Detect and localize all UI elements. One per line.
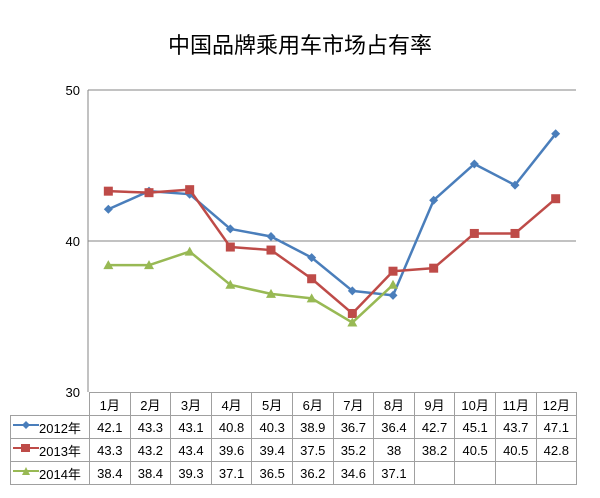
table-cell: 38.4 bbox=[129, 461, 172, 485]
category-header: 5月 bbox=[251, 392, 293, 416]
series-line-2014年 bbox=[108, 250, 394, 324]
category-header: 7月 bbox=[332, 392, 375, 416]
table-cell: 43.1 bbox=[170, 415, 212, 439]
table-cell: 38.2 bbox=[413, 438, 456, 462]
category-header: 11月 bbox=[494, 392, 537, 416]
category-header: 4月 bbox=[210, 392, 253, 416]
table-cell: 38.4 bbox=[89, 461, 131, 485]
table-row: 2013年 43.3 43.2 43.4 39.6 39.4 37.5 35.2 38 38.2 4… bbox=[10, 438, 578, 462]
table-cell: 36.7 bbox=[332, 415, 375, 439]
table-cell: 35.2 bbox=[332, 438, 375, 462]
table-row: 2012年 42.1 43.3 43.1 40.8 40.3 38.9 36.7 36.4 42.… bbox=[10, 415, 578, 439]
triangle-marker-icon bbox=[225, 279, 236, 289]
table-cell: 37.5 bbox=[291, 438, 334, 462]
category-header: 12月 bbox=[535, 392, 578, 416]
category-header: 1月 bbox=[89, 392, 131, 416]
diamond-marker-icon bbox=[103, 204, 113, 214]
category-header: 2月 bbox=[129, 392, 172, 416]
table-cell: 43.7 bbox=[494, 415, 537, 439]
table-cell: 42.1 bbox=[89, 415, 131, 439]
triangle-marker-icon bbox=[347, 317, 358, 327]
data-table: 1月 2月 3月 4月 5月 6月 7月 8月 9月 10月 11月 12月 2012年 42.1 43.3… bbox=[10, 392, 578, 485]
table-cell: 39.3 bbox=[170, 461, 212, 485]
table-cell: 34.6 bbox=[332, 461, 375, 485]
legend-label: 2012年 bbox=[10, 415, 90, 439]
square-marker-icon bbox=[388, 266, 398, 276]
triangle-marker-icon bbox=[103, 260, 114, 270]
diamond-marker-icon bbox=[388, 290, 398, 300]
y-tick-50: 50 bbox=[65, 83, 80, 98]
table-cell: 43.4 bbox=[170, 438, 212, 462]
table-cell bbox=[454, 461, 496, 485]
square-marker-icon bbox=[551, 194, 561, 204]
y-tick-40: 40 bbox=[65, 234, 80, 249]
table-cell: 36.4 bbox=[373, 415, 415, 439]
table-cell: 42.7 bbox=[413, 415, 456, 439]
triangle-marker-icon bbox=[184, 246, 195, 256]
square-marker-icon bbox=[429, 263, 439, 273]
category-header: 3月 bbox=[170, 392, 212, 416]
table-cell: 40.3 bbox=[251, 415, 293, 439]
table-cell: 39.6 bbox=[210, 438, 253, 462]
table-cell: 40.8 bbox=[210, 415, 253, 439]
legend-triangle-icon bbox=[13, 467, 39, 476]
triangle-marker-icon bbox=[388, 279, 398, 289]
triangle-marker-icon bbox=[266, 288, 276, 298]
table-row: 2014年 38.4 38.4 39.3 37.1 36.5 36.2 34.6 37.1 bbox=[10, 461, 578, 485]
legend-square-icon bbox=[13, 444, 39, 453]
square-marker-icon bbox=[510, 228, 520, 238]
diamond-marker-icon bbox=[225, 224, 235, 234]
square-marker-icon bbox=[347, 308, 357, 318]
category-header: 9月 bbox=[413, 392, 456, 416]
diamond-marker-icon bbox=[469, 159, 479, 169]
table-cell bbox=[535, 461, 578, 485]
table-cell: 36.2 bbox=[291, 461, 334, 485]
category-header: 10月 bbox=[454, 392, 496, 416]
triangle-marker-icon bbox=[306, 293, 317, 303]
legend-diamond-icon bbox=[13, 421, 39, 430]
table-cell: 38.9 bbox=[291, 415, 334, 439]
series-line-2012年 bbox=[107, 133, 557, 297]
table-cell: 36.5 bbox=[251, 461, 293, 485]
table-cell: 47.1 bbox=[535, 415, 578, 439]
diamond-marker-icon bbox=[551, 129, 561, 139]
square-marker-icon bbox=[469, 228, 479, 238]
table-cell: 37.1 bbox=[210, 461, 253, 485]
table-corner bbox=[10, 392, 90, 416]
table-cell: 39.4 bbox=[251, 438, 293, 462]
table-cell: 43.2 bbox=[129, 438, 172, 462]
diamond-marker-icon bbox=[510, 180, 520, 190]
table-cell: 40.5 bbox=[494, 438, 537, 462]
square-marker-icon bbox=[185, 185, 195, 195]
table-cell: 43.3 bbox=[89, 438, 131, 462]
diamond-marker-icon bbox=[347, 286, 357, 296]
chart-title: 中国品牌乘用车市场占有率 bbox=[167, 34, 432, 59]
series-line-2013年 bbox=[108, 188, 557, 315]
table-cell: 43.3 bbox=[129, 415, 172, 439]
legend-label: 2014年 bbox=[10, 461, 90, 485]
square-marker-icon bbox=[225, 242, 235, 252]
table-cell: 37.1 bbox=[373, 461, 415, 485]
table-cell: 40.5 bbox=[454, 438, 496, 462]
diamond-marker-icon bbox=[307, 253, 317, 263]
diamond-marker-icon bbox=[266, 231, 276, 241]
table-cell: 42.8 bbox=[535, 438, 578, 462]
table-cell: 38 bbox=[373, 438, 415, 462]
diamond-marker-icon bbox=[429, 195, 439, 205]
square-marker-icon bbox=[144, 188, 154, 198]
triangle-marker-icon bbox=[144, 260, 154, 270]
legend-label: 2013年 bbox=[10, 438, 90, 462]
table-cell bbox=[494, 461, 537, 485]
table-cell bbox=[413, 461, 456, 485]
square-marker-icon bbox=[103, 186, 113, 196]
category-header: 8月 bbox=[373, 392, 415, 416]
category-header: 6月 bbox=[291, 392, 334, 416]
square-marker-icon bbox=[307, 274, 317, 284]
square-marker-icon bbox=[266, 245, 276, 255]
table-cell: 45.1 bbox=[454, 415, 496, 439]
